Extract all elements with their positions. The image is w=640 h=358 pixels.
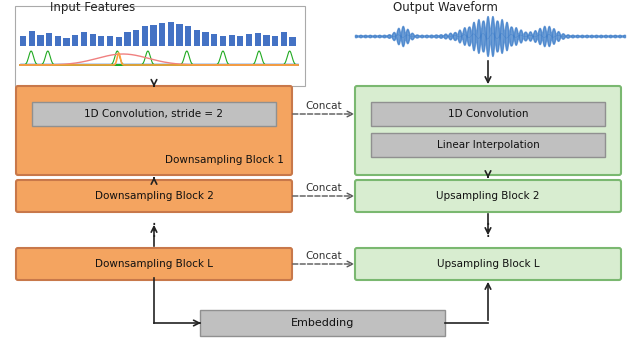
Bar [63, 38, 70, 46]
Bar [20, 37, 26, 46]
Bar [194, 30, 200, 46]
Text: Embedding: Embedding [291, 318, 354, 328]
Bar [32, 102, 276, 126]
Text: ⋮: ⋮ [480, 221, 496, 239]
FancyBboxPatch shape [355, 180, 621, 212]
Text: Output Waveform: Output Waveform [393, 1, 498, 14]
Bar [371, 133, 605, 157]
Text: Concat: Concat [305, 251, 342, 261]
Bar [371, 102, 605, 126]
Bar [116, 37, 122, 46]
Bar [202, 33, 209, 46]
Bar [46, 33, 52, 46]
Text: ⋮: ⋮ [146, 221, 163, 239]
Bar [72, 35, 78, 46]
Text: Concat: Concat [305, 101, 342, 111]
Text: Downsampling Block 1: Downsampling Block 1 [165, 155, 284, 165]
Bar [81, 33, 87, 46]
Text: Upsampling Block L: Upsampling Block L [436, 259, 540, 269]
FancyBboxPatch shape [16, 248, 292, 280]
Bar [141, 26, 148, 46]
Bar [237, 36, 243, 46]
Text: Linear Interpolation: Linear Interpolation [436, 140, 540, 150]
Bar [168, 22, 174, 46]
Bar [107, 36, 113, 46]
Bar [55, 37, 61, 46]
Bar [185, 26, 191, 46]
Text: Concat: Concat [305, 183, 342, 193]
Bar [98, 37, 104, 46]
Bar [289, 37, 296, 46]
Bar [150, 25, 157, 46]
Text: Input Features: Input Features [50, 1, 135, 14]
Text: Downsampling Block 2: Downsampling Block 2 [95, 191, 213, 201]
FancyBboxPatch shape [16, 86, 292, 175]
Text: Upsampling Block 2: Upsampling Block 2 [436, 191, 540, 201]
Bar [246, 34, 252, 46]
Bar [200, 310, 445, 336]
Bar [15, 6, 305, 86]
Bar [177, 24, 182, 46]
Bar [90, 34, 96, 46]
Bar [159, 23, 165, 46]
FancyBboxPatch shape [16, 180, 292, 212]
Text: 1D Convolution: 1D Convolution [448, 109, 528, 119]
FancyBboxPatch shape [355, 248, 621, 280]
Text: Downsampling Block L: Downsampling Block L [95, 259, 213, 269]
Bar [280, 33, 287, 46]
Text: 1D Convolution, stride = 2: 1D Convolution, stride = 2 [84, 109, 223, 119]
Bar [272, 37, 278, 46]
FancyBboxPatch shape [355, 86, 621, 175]
Bar [255, 33, 261, 46]
Bar [211, 34, 218, 46]
Bar [37, 35, 44, 46]
Bar [263, 35, 269, 46]
Bar [124, 32, 131, 46]
Bar [133, 30, 139, 46]
Bar [220, 37, 226, 46]
Bar [228, 35, 235, 46]
Bar [29, 31, 35, 46]
